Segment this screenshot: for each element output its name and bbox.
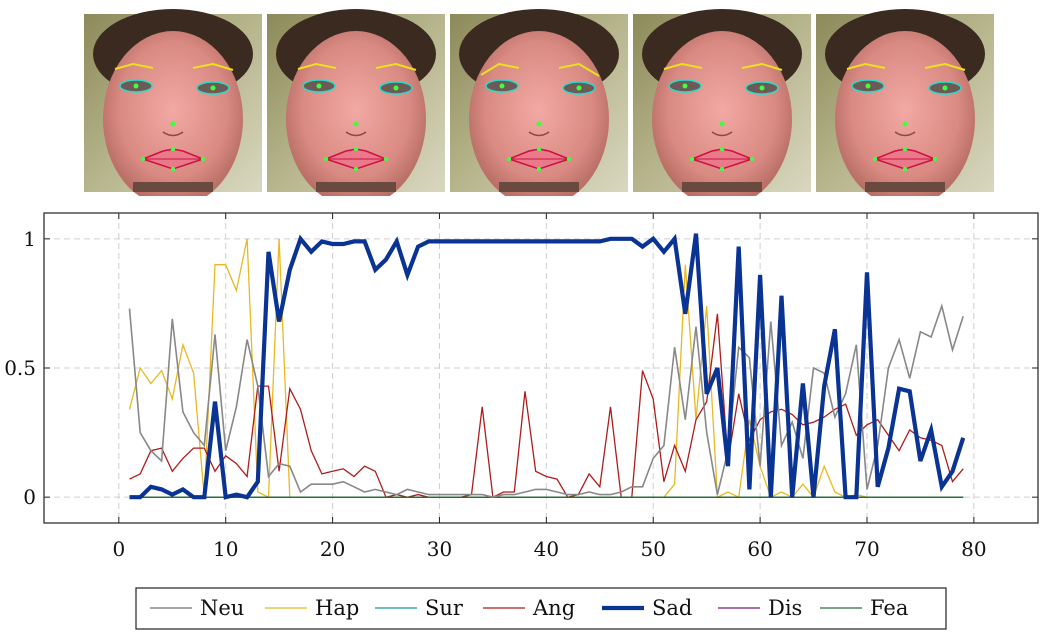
x-tick-label: 70	[854, 537, 879, 561]
legend-label-neu: Neu	[200, 596, 244, 620]
x-tick-label: 60	[747, 537, 772, 561]
face-shape	[469, 31, 609, 196]
right-eyebrow-landmarks	[192, 62, 234, 71]
legend-label-sur: Sur	[425, 596, 464, 620]
emotion-probability-chart: 0 10 20 30 40 50 60 70 80 00.51 Neu Hap Sur Ang Sad D…	[4, 212, 1039, 630]
right-eyebrow-landmarks	[924, 62, 966, 71]
left-eyebrow-landmarks	[480, 62, 520, 76]
nose-landmark	[170, 121, 176, 127]
y-tick-label: 0	[23, 485, 36, 509]
right-eyebrow-landmarks	[375, 62, 417, 71]
face-frame	[267, 9, 445, 196]
nose-landmark	[902, 121, 908, 127]
x-tick-label: 10	[213, 537, 238, 561]
series-line-neu	[128, 303, 964, 499]
legend-label-ang: Ang	[532, 596, 575, 620]
legend-label-hap: Hap	[315, 596, 359, 620]
face-shape	[286, 31, 426, 196]
face-frames-strip	[84, 9, 994, 196]
nose-landmark	[353, 121, 359, 127]
legend-label-sad: Sad	[652, 596, 692, 620]
face-frame	[816, 9, 994, 196]
legend-label-fea: Fea	[870, 596, 908, 620]
x-tick-label: 20	[320, 537, 345, 561]
right-eyebrow-landmarks	[558, 62, 600, 77]
x-tick-label: 30	[427, 537, 452, 561]
left-eyebrow-landmarks	[114, 62, 154, 70]
right-eyebrow-landmarks	[741, 62, 783, 71]
x-axis-ticks: 0 10 20 30 40 50 60 70 80	[112, 213, 987, 561]
left-eyebrow-landmarks	[663, 62, 703, 70]
x-tick-label: 0	[112, 537, 125, 561]
legend: Neu Hap Sur Ang Sad Dis Fea	[150, 596, 908, 620]
x-tick-label: 50	[640, 537, 665, 561]
left-eyebrow-landmarks	[297, 62, 337, 70]
left-eyebrow-landmarks	[846, 62, 886, 70]
face-shape	[835, 31, 975, 196]
y-axis-ticks: 00.51	[4, 227, 1038, 509]
legend-label-dis: Dis	[768, 596, 802, 620]
face-shape	[652, 31, 792, 196]
y-tick-label: 0.5	[4, 356, 36, 380]
face-frame	[84, 9, 262, 196]
face-frame	[633, 9, 811, 196]
series-line-sad	[129, 233, 966, 500]
series-line-ang	[129, 313, 964, 499]
nose-landmark	[536, 121, 542, 127]
x-tick-label: 80	[961, 537, 986, 561]
face-shape	[103, 31, 243, 196]
x-tick-label: 40	[534, 537, 559, 561]
y-tick-label: 1	[23, 227, 36, 251]
series-layer	[128, 233, 966, 500]
nose-landmark	[719, 121, 725, 127]
face-frame	[450, 9, 628, 196]
